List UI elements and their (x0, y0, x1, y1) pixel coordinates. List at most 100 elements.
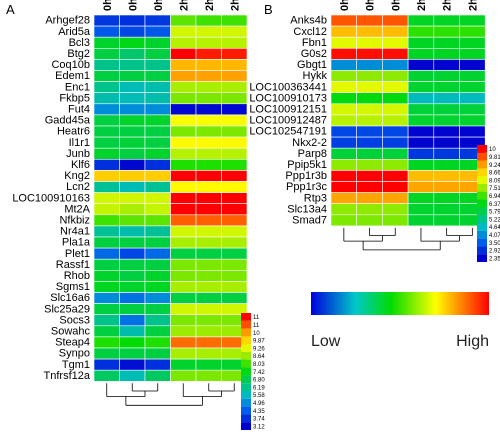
heatmap-cell (382, 181, 409, 193)
heatmap-cell (170, 225, 197, 238)
heatmap-cell (119, 25, 146, 38)
row-label: Coq10b (51, 59, 90, 71)
heatmap-cell (119, 303, 146, 316)
scale-swatch (241, 359, 251, 368)
heatmap-cell (195, 159, 222, 171)
heatmap-cell (407, 181, 435, 193)
heatmap-cell (195, 269, 222, 282)
heatmap-cell (459, 92, 486, 105)
heatmap-cell (459, 114, 486, 127)
heatmap-cell (382, 70, 409, 82)
row-label: Sgms1 (56, 281, 90, 293)
heatmap-cell (356, 170, 383, 182)
heatmap-cell (119, 92, 146, 105)
heatmap-cell (221, 225, 248, 238)
scale-swatch (477, 254, 487, 262)
heatmap-cell (170, 159, 197, 171)
heatmap-cell (356, 114, 383, 127)
row-label: Hykk (303, 70, 328, 82)
heatmap-cell (382, 203, 409, 216)
row-label: Arhgef28 (45, 15, 90, 27)
heatmap-cell (407, 81, 435, 93)
column-label: 0h (102, 0, 114, 11)
heatmap-cell (407, 14, 435, 27)
heatmap-cell (195, 36, 222, 49)
column-dendrogram (343, 227, 473, 251)
heatmap-cell (144, 225, 171, 238)
heatmap-cell (195, 14, 222, 27)
heatmap-cell (144, 269, 171, 282)
heatmap-cell (93, 47, 120, 60)
heatmap-cell (382, 25, 409, 38)
heatmap-cell (221, 214, 248, 227)
scale-tick-label: 4.64 (489, 225, 500, 231)
heatmap-cell (119, 147, 146, 160)
column-label: 0h (339, 0, 351, 11)
heatmap-cell (221, 159, 248, 171)
scale-swatch (241, 344, 251, 352)
row-label: Nfkbiz (59, 214, 90, 226)
heatmap-cell (119, 192, 146, 205)
scale-tick-label: 9.24 (489, 163, 500, 169)
heatmap-cell (221, 114, 248, 127)
heatmap-cell (407, 192, 435, 205)
heatmap-cell (170, 258, 197, 271)
heatmap-cell (144, 47, 171, 60)
scale-tick-label: 5.58 (253, 393, 265, 399)
heatmap-cell (93, 214, 120, 227)
row-label: Nr4a1 (60, 226, 90, 238)
heatmap-cell (144, 14, 171, 27)
heatmap-cell (221, 136, 248, 149)
row-label: Socs3 (59, 314, 90, 326)
row-label: G0s2 (301, 48, 327, 60)
heatmap-cell (144, 147, 171, 160)
heatmap-cell (407, 159, 435, 171)
row-label: Fkbp5 (59, 92, 90, 104)
row-label: Ppp1r3c (286, 181, 327, 193)
heatmap-cell (330, 36, 358, 49)
scale-swatch (477, 160, 487, 169)
heatmap-cell (195, 336, 222, 349)
scale-swatch (477, 145, 487, 153)
scale-tick-label: 8.64 (253, 354, 265, 360)
heatmap-cell (119, 125, 146, 138)
heatmap-cell (93, 269, 120, 282)
heatmap-cell (93, 347, 120, 360)
row-label: Edem1 (55, 70, 90, 82)
heatmap-cell (144, 92, 171, 105)
scale-swatch (241, 336, 251, 345)
row-label: Fut4 (68, 103, 90, 115)
heatmap-cell (144, 369, 171, 382)
heatmap-cell (433, 159, 460, 171)
heatmap-cell (170, 214, 197, 227)
heatmap-cell (119, 47, 146, 60)
scale-tick-label: 3.74 (253, 417, 265, 423)
heatmap-cell (119, 336, 146, 349)
heatmap-cell (93, 125, 120, 138)
heatmap-cell (170, 25, 197, 38)
row-label: Junb (66, 148, 90, 160)
row-label: Gbgt1 (297, 59, 327, 71)
heatmap-cell (93, 203, 120, 216)
heatmap-cell (144, 70, 171, 82)
heatmap-cell (433, 47, 460, 60)
column-dendrogram (106, 383, 235, 406)
scale-swatch (241, 328, 251, 337)
heatmap-cell (195, 125, 222, 138)
heatmap-cell (93, 358, 120, 371)
row-label: Ppp1r3b (285, 170, 327, 182)
heatmap-cell (144, 103, 171, 116)
column-label: 0h (127, 0, 139, 11)
heatmap-cell (195, 292, 222, 304)
heatmap-cell (382, 81, 409, 93)
heatmap-cell (170, 59, 197, 71)
heatmap-cell (93, 225, 120, 238)
scale-tick-label: 6.37 (489, 202, 500, 208)
scale-tick-label: 4.96 (253, 401, 265, 407)
heatmap-cell (356, 70, 383, 82)
heatmap-cell (119, 36, 146, 49)
heatmap-cell (119, 70, 146, 82)
row-label: Slc16a6 (50, 292, 90, 304)
heatmap-cell (119, 114, 146, 127)
heatmap-cell (221, 14, 248, 27)
